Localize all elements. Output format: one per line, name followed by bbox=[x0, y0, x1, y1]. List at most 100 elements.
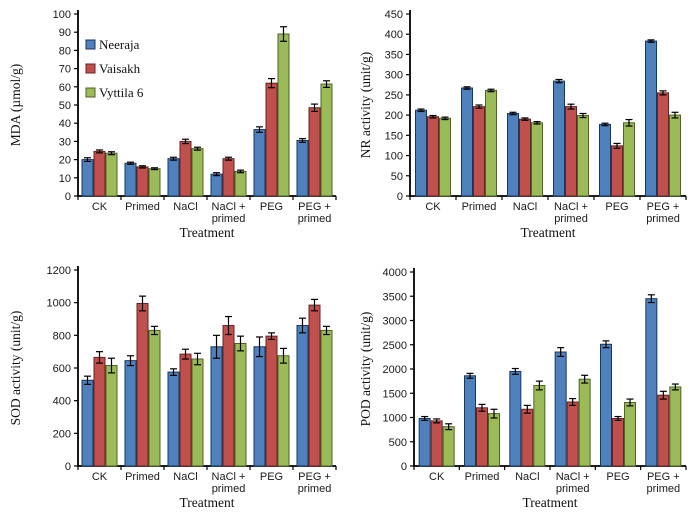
error-bar bbox=[299, 138, 306, 143]
y-tick-label: 300 bbox=[385, 70, 403, 82]
bar-group bbox=[464, 372, 500, 467]
bar-group bbox=[645, 294, 682, 467]
error-bar bbox=[490, 408, 498, 419]
chart-nr-activity: 0 50 100 150 200 250 300 350 400 450 CK Primed NaCl N… bbox=[350, 0, 699, 260]
y-tick-label: 3000 bbox=[383, 316, 407, 328]
y-axis-title: POD activity (unit/g) bbox=[358, 312, 373, 427]
error-bar bbox=[421, 415, 429, 422]
x-category-label: PEG bbox=[605, 201, 628, 213]
x-category-label: primed bbox=[556, 483, 590, 495]
bar-group bbox=[296, 298, 333, 467]
bar-neeraja bbox=[124, 360, 137, 467]
bar-vyttila-6 bbox=[577, 115, 589, 197]
error-bar bbox=[671, 111, 679, 119]
bar-vyttila-6 bbox=[234, 170, 247, 197]
error-bar bbox=[213, 334, 220, 359]
error-bar bbox=[626, 398, 634, 407]
error-bar bbox=[323, 80, 330, 88]
bar-group bbox=[418, 415, 455, 467]
bar-group bbox=[167, 348, 204, 467]
error-bar bbox=[182, 348, 189, 360]
y-tick-label: 150 bbox=[385, 130, 403, 142]
x-category-label: PEG + bbox=[647, 471, 680, 483]
bar-group bbox=[461, 86, 497, 197]
error-bar bbox=[523, 404, 531, 414]
bar-vyttila-6 bbox=[669, 114, 681, 197]
error-bar bbox=[151, 325, 158, 336]
legend-swatch bbox=[85, 63, 96, 74]
error-bar bbox=[311, 298, 318, 312]
y-tick-label: 40 bbox=[59, 118, 71, 130]
y-tick-label: 200 bbox=[53, 428, 71, 440]
y-tick-label: 1500 bbox=[383, 388, 407, 400]
x-category-label: primed bbox=[212, 483, 246, 495]
y-tick-label: 50 bbox=[59, 100, 71, 112]
error-bar bbox=[659, 390, 667, 400]
x-category-label: NaCl bbox=[515, 471, 539, 483]
bar-group bbox=[81, 149, 118, 197]
bar-vaisakh bbox=[427, 116, 439, 197]
y-tick-label: 400 bbox=[53, 396, 71, 408]
y-tick-label: 0 bbox=[397, 191, 403, 203]
legend-label: Vyttila 6 bbox=[99, 85, 144, 100]
y-tick-label: 60 bbox=[59, 82, 71, 94]
error-bar bbox=[84, 375, 91, 385]
bar-neeraja bbox=[167, 158, 180, 197]
error-bar bbox=[579, 112, 587, 119]
bar-vyttila-6 bbox=[624, 401, 636, 467]
error-bar bbox=[225, 156, 232, 161]
y-tick-label: 50 bbox=[391, 171, 403, 183]
error-bar bbox=[475, 104, 483, 109]
bar-vyttila-6 bbox=[277, 355, 290, 467]
error-bar bbox=[647, 39, 655, 43]
error-bar bbox=[194, 146, 201, 151]
bar-group bbox=[210, 156, 247, 197]
error-bar bbox=[613, 142, 621, 149]
error-bar bbox=[581, 374, 589, 384]
error-bar bbox=[182, 138, 189, 145]
error-bar bbox=[567, 103, 575, 110]
y-tick-label: 2500 bbox=[383, 340, 407, 352]
bar-neeraja bbox=[599, 123, 611, 197]
x-category-label: NaCl + bbox=[212, 471, 246, 483]
error-bar bbox=[535, 380, 543, 391]
x-category-label: CK bbox=[92, 471, 108, 483]
bar-vyttila-6 bbox=[578, 378, 591, 467]
bar-neeraja bbox=[253, 346, 266, 467]
x-category-label: NaCl + bbox=[212, 201, 246, 213]
error-bar bbox=[268, 78, 275, 89]
chart-mda: 0 10 20 30 40 50 60 70 80 90 100 CK Primed NaCl NaCl +… bbox=[0, 0, 350, 260]
legend-item: Neeraja bbox=[85, 37, 140, 52]
bar-vyttila-6 bbox=[320, 83, 333, 197]
x-category-label: Primed bbox=[125, 471, 160, 483]
bar-vaisakh bbox=[612, 417, 624, 467]
x-category-label: NaCl + bbox=[556, 471, 590, 483]
error-bar bbox=[170, 368, 177, 376]
bar-neeraja bbox=[461, 87, 473, 197]
error-bar bbox=[602, 340, 610, 349]
bar-vyttila-6 bbox=[105, 365, 118, 467]
error-bar bbox=[84, 157, 91, 163]
error-bar bbox=[139, 165, 146, 169]
legend-label: Vaisakh bbox=[99, 61, 141, 76]
y-tick-label: 100 bbox=[53, 9, 71, 21]
error-bar bbox=[433, 418, 441, 424]
x-category-label: NaCl bbox=[173, 201, 197, 213]
x-axis-title: Treatment bbox=[180, 225, 235, 240]
error-bar bbox=[323, 325, 330, 336]
bar-vyttila-6 bbox=[533, 384, 546, 467]
bar-vaisakh bbox=[93, 356, 106, 467]
x-category-label: PEG bbox=[606, 471, 629, 483]
y-tick-label: 350 bbox=[385, 49, 403, 61]
y-axis-title: NR activity (unit/g) bbox=[358, 52, 373, 158]
y-tick-label: 30 bbox=[59, 136, 71, 148]
bar-vyttila-6 bbox=[148, 168, 161, 197]
x-category-label: PEG bbox=[260, 201, 283, 213]
error-bar bbox=[511, 367, 519, 375]
x-category-label: Primed bbox=[462, 201, 497, 213]
error-bar bbox=[478, 403, 486, 412]
bar-neeraja bbox=[253, 129, 266, 197]
error-bar bbox=[509, 111, 517, 116]
bar-group bbox=[509, 367, 546, 467]
